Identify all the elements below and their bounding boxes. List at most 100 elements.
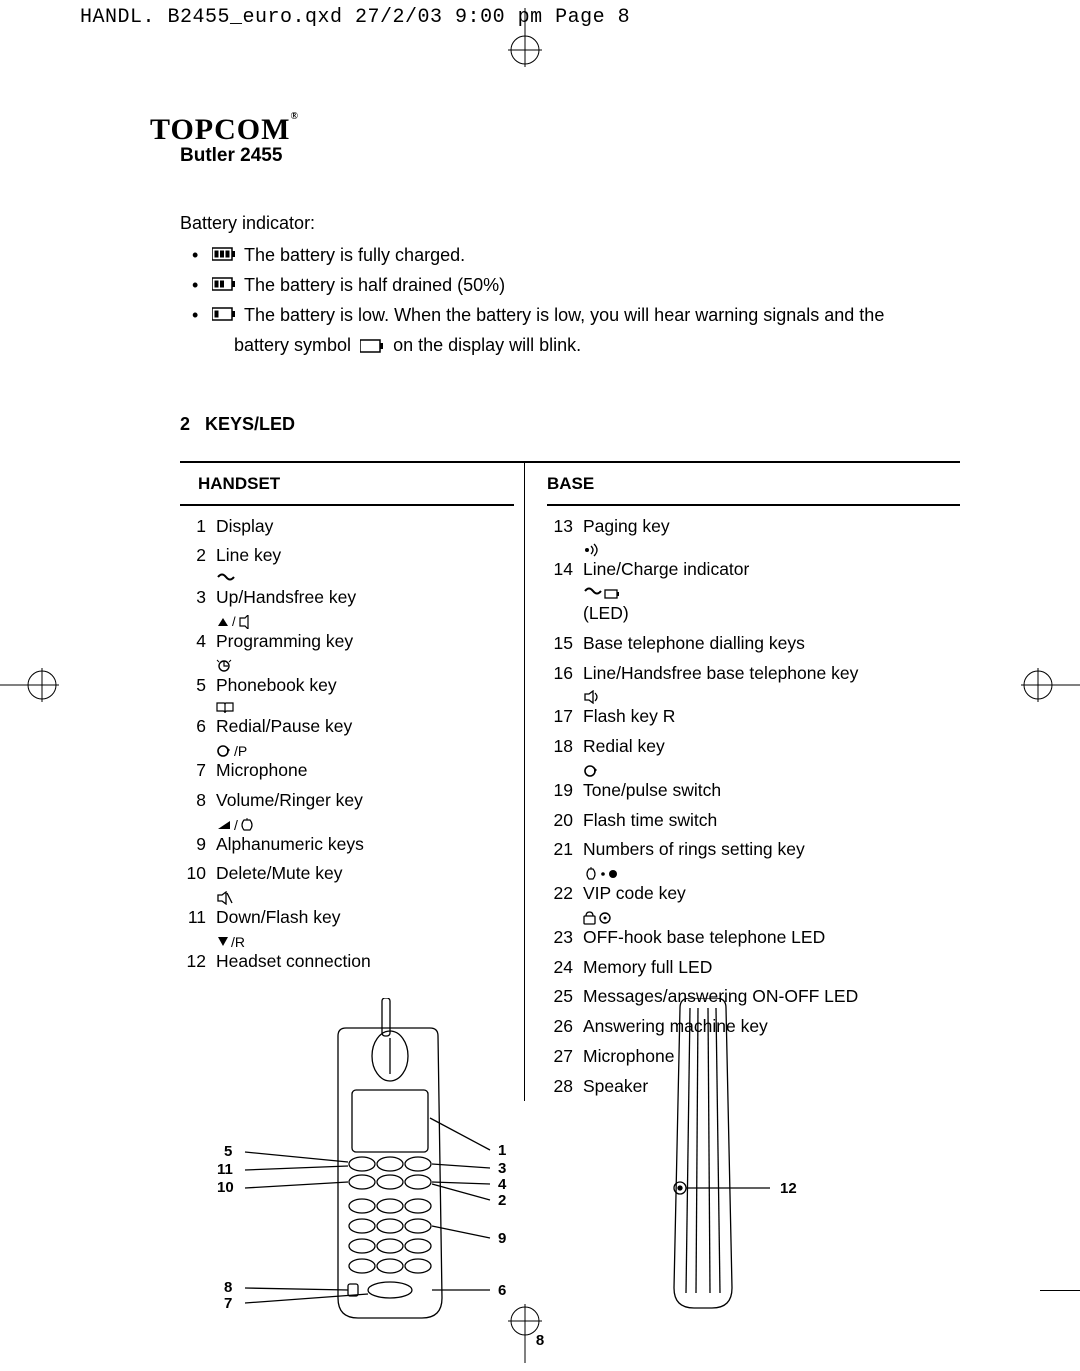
list-item: 6Redial/Pause key /P: [180, 712, 514, 756]
line-icon: [216, 573, 514, 585]
list-item: 11Down/Flash key /R: [180, 903, 514, 947]
callout-3: 3: [498, 1160, 506, 1177]
battery-half-item: The battery is half drained (50%): [190, 272, 960, 300]
callout-4: 4: [498, 1176, 506, 1193]
item-number: 23: [547, 923, 583, 953]
item-number: 4: [180, 627, 216, 657]
page-number: 8: [0, 1332, 1080, 1349]
section-num: 2: [180, 414, 190, 434]
callout-8: 8: [224, 1279, 232, 1296]
list-item: 12Headset connection: [180, 947, 514, 977]
list-item: 16Line/Handsfree base telephone key: [547, 659, 960, 703]
battery-low-line2a: battery symbol: [234, 335, 351, 355]
item-number: 13: [547, 512, 583, 542]
list-item: 22VIP code key: [547, 879, 960, 923]
item-number: 2: [180, 541, 216, 571]
logo-brand: TOPCOM: [150, 113, 290, 146]
item-label: Flash key R: [583, 702, 960, 732]
vip-icon: [583, 911, 960, 925]
item-number: 8: [180, 786, 216, 816]
item-number: 9: [180, 830, 216, 860]
list-item: 23OFF-hook base telephone LED: [547, 923, 960, 953]
callout-2: 2: [498, 1192, 506, 1209]
item-number: 21: [547, 835, 583, 865]
item-number: 5: [180, 671, 216, 701]
item-number: 3: [180, 583, 216, 613]
handset-list: 1Display2Line key 3Up/Handsfree key /4Pr…: [180, 506, 514, 977]
item-number: 24: [547, 953, 583, 983]
battery-low-line1: The battery is low. When the battery is …: [244, 305, 884, 325]
section-heading: 2 KEYS/LED: [180, 411, 960, 439]
callout-1: 1: [498, 1142, 506, 1159]
item-number: 22: [547, 879, 583, 909]
svg-text:/P: /P: [234, 744, 247, 758]
base-title: BASE: [547, 471, 960, 505]
item-label: Line/Charge indicator (LED): [583, 555, 960, 629]
item-label: Display: [216, 512, 514, 542]
item-label: Up/Handsfree key /: [216, 583, 514, 627]
item-number: 18: [547, 732, 583, 762]
item-label: Volume/Ringer key /: [216, 786, 514, 830]
mute-icon: [216, 891, 514, 905]
crop-mark-left: [0, 650, 70, 720]
svg-text:/: /: [234, 818, 238, 832]
item-number: 20: [547, 806, 583, 836]
item-number: 1: [180, 512, 216, 542]
battery-low-item: The battery is low. When the battery is …: [190, 302, 960, 330]
item-label: Base telephone dialling keys: [583, 629, 960, 659]
item-label: Delete/Mute key: [216, 859, 514, 903]
redial-icon: [583, 764, 960, 778]
item-label: Paging key: [583, 512, 960, 556]
item-label: Tone/pulse switch: [583, 776, 960, 806]
item-label: Down/Flash key /R: [216, 903, 514, 947]
item-label: Redial key: [583, 732, 960, 776]
list-item: 7Microphone: [180, 756, 514, 786]
vol_ring-icon: /: [216, 818, 514, 832]
battery-half-text: The battery is half drained (50%): [244, 275, 505, 295]
logo: TOPCOM® Butler 2455: [150, 113, 299, 167]
corner-tick: [1040, 1290, 1080, 1291]
item-label: Numbers of rings setting key: [583, 835, 960, 879]
list-item: 8Volume/Ringer key /: [180, 786, 514, 830]
handset-diagram: [190, 998, 960, 1338]
battery-list: The battery is fully charged. The batter…: [180, 242, 960, 330]
item-label: Microphone: [216, 756, 514, 786]
crop-mark-right: [1010, 650, 1080, 720]
list-item: 21Numbers of rings setting key: [547, 835, 960, 879]
item-label: Memory full LED: [583, 953, 960, 983]
item-number: 15: [547, 629, 583, 659]
battery-half-icon: [212, 277, 236, 291]
list-item: 15Base telephone dialling keys: [547, 629, 960, 659]
down_r-icon: /R: [216, 935, 514, 949]
callout-9: 9: [498, 1230, 506, 1247]
callout-7: 7: [224, 1295, 232, 1312]
handset-title: HANDSET: [180, 471, 514, 505]
item-number: 16: [547, 659, 583, 689]
item-number: 10: [180, 859, 216, 889]
battery-full-text: The battery is fully charged.: [244, 245, 465, 265]
item-number: 19: [547, 776, 583, 806]
list-item: 17Flash key R: [547, 702, 960, 732]
list-item: 19Tone/pulse switch: [547, 776, 960, 806]
battery-low-line2: battery symbol on the display will blink…: [180, 332, 960, 360]
list-item: 4Programming key: [180, 627, 514, 671]
battery-full-icon: [212, 247, 236, 261]
battery-full-item: The battery is fully charged.: [190, 242, 960, 270]
up_spk-icon: /: [216, 615, 514, 629]
speaker-icon: [583, 690, 960, 704]
list-item: 13Paging key: [547, 512, 960, 556]
item-number: 14: [547, 555, 583, 585]
line_charge-icon: [583, 587, 960, 601]
battery-label: Battery indicator:: [180, 210, 960, 238]
callout-12: 12: [780, 1180, 797, 1197]
list-item: 20Flash time switch: [547, 806, 960, 836]
battery-empty-icon: [360, 339, 384, 353]
prog-icon: [216, 659, 514, 673]
list-item: 10Delete/Mute key: [180, 859, 514, 903]
callout-6: 6: [498, 1282, 506, 1299]
item-number: 11: [180, 903, 216, 933]
item-number: 7: [180, 756, 216, 786]
item-label: Flash time switch: [583, 806, 960, 836]
diagrams: 5 11 10 8 7 1 3 4 2 9 6 12: [190, 998, 950, 1328]
item-label: Line/Handsfree base telephone key: [583, 659, 960, 703]
